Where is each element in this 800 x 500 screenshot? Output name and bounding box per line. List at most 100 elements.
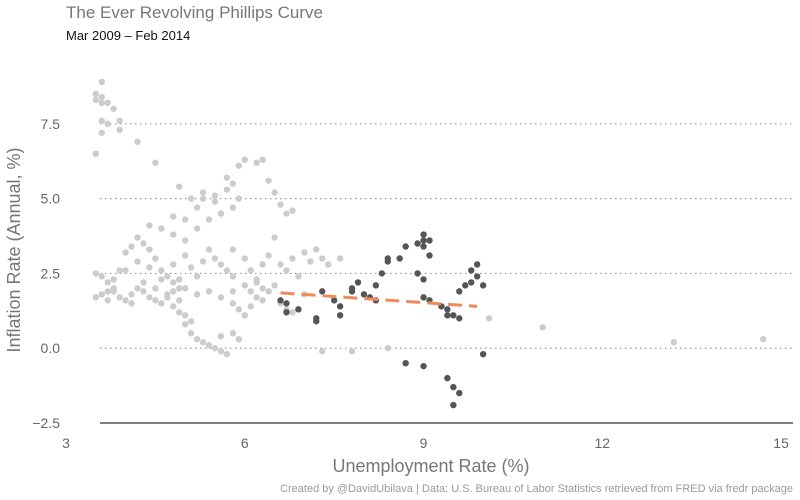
background-point bbox=[253, 276, 260, 283]
background-point bbox=[199, 189, 207, 196]
background-point bbox=[235, 306, 243, 313]
background-point bbox=[336, 255, 344, 262]
highlight-point bbox=[444, 306, 451, 313]
background-point bbox=[170, 261, 177, 268]
background-point bbox=[116, 117, 123, 125]
highlight-points bbox=[277, 231, 487, 409]
background-point bbox=[283, 210, 290, 217]
background-point bbox=[348, 348, 356, 355]
background-point bbox=[539, 324, 546, 331]
background-point bbox=[158, 225, 165, 232]
background-point bbox=[170, 213, 177, 220]
chart-title: The Ever Revolving Phillips Curve bbox=[66, 3, 323, 22]
highlight-point bbox=[384, 255, 391, 262]
background-point bbox=[265, 177, 272, 184]
background-point bbox=[164, 273, 171, 280]
background-point bbox=[193, 225, 201, 232]
background-point bbox=[211, 192, 219, 199]
x-tick-label: 15 bbox=[773, 435, 789, 451]
background-point bbox=[217, 261, 225, 268]
highlight-point bbox=[450, 401, 457, 409]
highlight-point bbox=[444, 374, 451, 382]
background-point bbox=[223, 174, 231, 181]
background-point bbox=[235, 162, 243, 169]
background-point bbox=[235, 195, 243, 202]
background-point bbox=[92, 270, 99, 277]
x-tick-label: 12 bbox=[595, 435, 611, 451]
background-point bbox=[193, 336, 201, 343]
background-point bbox=[205, 246, 213, 253]
background-point bbox=[313, 246, 320, 253]
background-point bbox=[271, 234, 278, 241]
highlight-point bbox=[277, 297, 284, 304]
background-point bbox=[187, 318, 195, 325]
background-point bbox=[146, 246, 153, 253]
background-point bbox=[259, 285, 266, 292]
background-point bbox=[187, 264, 195, 271]
background-point bbox=[193, 291, 201, 298]
background-point bbox=[193, 204, 201, 211]
background-point bbox=[170, 303, 177, 310]
highlight-point bbox=[456, 288, 463, 295]
y-tick-labels: −2.5 0.0 2.5 5.0 7.5 bbox=[32, 116, 60, 431]
background-point bbox=[181, 237, 189, 244]
background-point bbox=[110, 285, 117, 292]
background-point bbox=[122, 267, 129, 274]
background-point bbox=[98, 273, 105, 280]
background-point bbox=[247, 288, 254, 295]
highlight-point bbox=[313, 318, 320, 325]
x-tick-label: 3 bbox=[62, 435, 70, 451]
background-point bbox=[116, 267, 123, 274]
background-point bbox=[98, 117, 105, 125]
highlight-point bbox=[330, 297, 338, 304]
highlight-point bbox=[378, 270, 386, 277]
background-point bbox=[134, 285, 141, 292]
background-point bbox=[176, 297, 183, 304]
x-tick-labels: 3 6 9 12 15 bbox=[62, 435, 789, 451]
background-point bbox=[253, 159, 260, 166]
background-point bbox=[235, 336, 243, 343]
background-point bbox=[295, 273, 302, 280]
background-point bbox=[176, 309, 183, 316]
trend-line bbox=[280, 291, 478, 308]
background-point bbox=[259, 261, 266, 268]
background-point bbox=[152, 159, 159, 166]
background-point bbox=[98, 93, 105, 101]
highlight-point bbox=[336, 303, 344, 310]
background-point bbox=[319, 255, 326, 262]
background-point bbox=[199, 339, 207, 346]
highlight-point bbox=[479, 282, 487, 289]
background-point bbox=[152, 285, 159, 292]
background-point bbox=[181, 312, 189, 319]
background-point bbox=[271, 189, 278, 196]
background-point bbox=[92, 294, 99, 301]
background-point bbox=[158, 300, 165, 307]
background-point bbox=[128, 291, 135, 298]
background-point bbox=[229, 246, 237, 253]
background-point bbox=[176, 285, 183, 292]
background-point bbox=[146, 264, 153, 271]
highlight-point bbox=[319, 288, 326, 295]
background-point bbox=[485, 315, 493, 322]
background-point bbox=[319, 348, 326, 355]
highlight-point bbox=[420, 294, 427, 301]
highlight-point bbox=[396, 255, 403, 262]
highlight-point bbox=[348, 285, 356, 292]
highlight-point bbox=[444, 312, 451, 319]
background-point bbox=[116, 126, 123, 133]
background-point bbox=[134, 234, 141, 241]
background-point bbox=[110, 276, 117, 283]
background-point bbox=[104, 297, 111, 304]
highlight-point bbox=[426, 252, 433, 259]
chart-subtitle: Mar 2009 – Feb 2014 bbox=[66, 28, 190, 43]
highlight-point bbox=[372, 282, 380, 289]
background-point bbox=[164, 291, 171, 298]
background-point bbox=[152, 255, 159, 262]
background-point bbox=[140, 288, 147, 295]
background-point bbox=[247, 267, 254, 274]
highlight-point bbox=[414, 240, 421, 247]
background-point bbox=[265, 288, 272, 295]
highlight-point bbox=[420, 362, 427, 370]
background-point bbox=[259, 156, 266, 163]
